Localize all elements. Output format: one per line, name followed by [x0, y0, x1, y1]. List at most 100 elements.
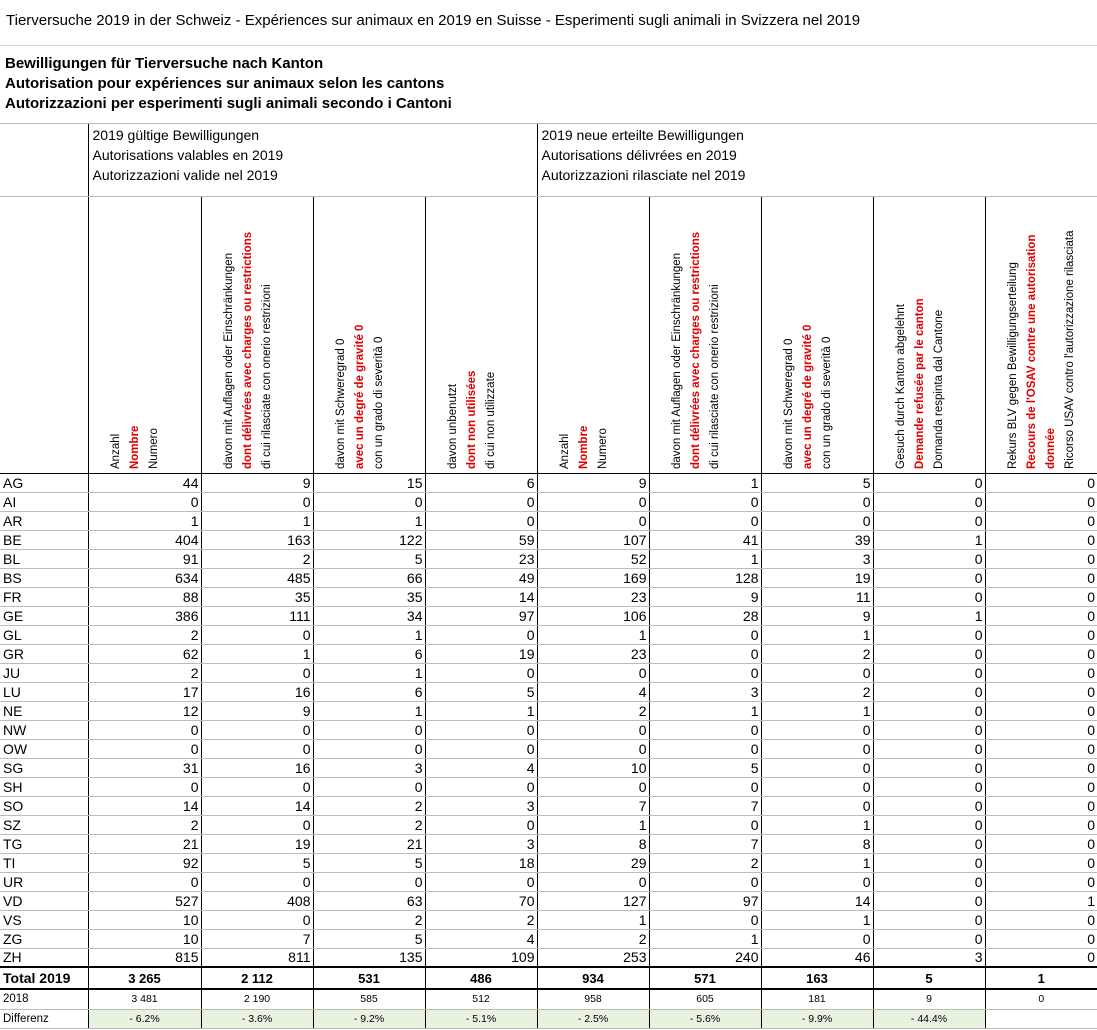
cell-value: 127 — [536, 891, 649, 911]
cell-value: 2 — [648, 853, 761, 873]
cell-value: 2 — [536, 929, 649, 949]
column-header-fr: dont délivrées avec charges ou restricti… — [241, 231, 254, 469]
cell-value: 1 — [536, 815, 649, 835]
cell-value: 91 — [87, 549, 201, 569]
cell-value: 16 — [200, 682, 313, 702]
cell-value: 0 — [872, 587, 985, 607]
cell-value: 4 — [424, 758, 537, 778]
table-row: BS 634 485 66 49 169 128 19 0 0 — [0, 568, 1097, 588]
cell-value: 0 — [200, 625, 313, 645]
cell-value: 1 — [984, 966, 1097, 990]
cell-value: 2 — [760, 682, 873, 702]
column-header-it: con un grado di severità 0 — [820, 336, 833, 469]
title-de: Bewilligungen für Tierversuche nach Kant… — [5, 55, 324, 72]
cell-value: 16 — [200, 758, 313, 778]
cell-value: 0 — [760, 511, 873, 531]
cell-value: 0 — [648, 492, 761, 512]
column-header-text: davon mit Auflagen oder Einschränkungen d… — [668, 231, 725, 468]
cell-value: 485 — [200, 568, 313, 588]
cell-value: 0 — [984, 815, 1097, 835]
difference-row: Differenz - 6.2% - 3.6% - 9.2% - 5.1% - 2.5% -… — [0, 1009, 1097, 1029]
cell-value: 1 — [760, 625, 873, 645]
table-row: BL 91 2 5 23 52 1 3 0 0 — [0, 549, 1097, 569]
cell-value: 0 — [536, 492, 649, 512]
table-row: VD 527 408 63 70 127 97 14 0 1 — [0, 891, 1097, 911]
cell-value: 0 — [984, 948, 1097, 968]
cell-value: 6 — [424, 473, 537, 493]
column-header-fr: dont non utilisées — [465, 370, 478, 469]
cell-value: 1 — [760, 815, 873, 835]
cell-value: 10 — [87, 910, 201, 930]
cell-value: 0 — [200, 910, 313, 930]
cell-value: 9 — [200, 701, 313, 721]
cell-value: 0 — [424, 720, 537, 740]
cell-value: 0 — [984, 568, 1097, 588]
title-it: Autorizzazioni per esperimenti sugli ani… — [5, 95, 452, 112]
cell-value: 92 — [87, 853, 201, 873]
cell-value: 3 — [424, 796, 537, 816]
cell-value: 0 — [872, 473, 985, 493]
table-row: OW 0 0 0 0 0 0 0 0 0 — [0, 739, 1097, 759]
cell-value: 111 — [200, 606, 313, 626]
cell-value: 585 — [312, 989, 425, 1010]
cell-value: 0 — [760, 663, 873, 683]
row-label: BL — [0, 549, 88, 569]
table-row: TG 21 19 21 3 8 7 8 0 0 — [0, 834, 1097, 854]
cell-value: - 3.6% — [200, 1009, 313, 1029]
cell-value: 3 481 — [87, 989, 201, 1010]
row-label: OW — [0, 739, 88, 759]
column-header-text: davon mit Schweregrad 0 avec un degré de … — [780, 324, 837, 468]
cell-value: - 5.1% — [424, 1009, 537, 1029]
cell-value: 0 — [200, 872, 313, 892]
table-title-block: Bewilligungen für Tierversuche nach Kant… — [0, 46, 1097, 124]
cell-value: 0 — [536, 872, 649, 892]
cell-value: 0 — [872, 815, 985, 835]
column-header-text: Gesuch durch Kanton abgelehnt Demande ref… — [892, 298, 949, 469]
cell-value: 8 — [536, 834, 649, 854]
cell-value: 634 — [87, 568, 201, 588]
cell-value: 4 — [536, 682, 649, 702]
cell-value: 0 — [200, 815, 313, 835]
cell-value: 3 — [872, 948, 985, 968]
row-label: ZH — [0, 948, 88, 968]
cell-value: 7 — [200, 929, 313, 949]
cell-value: 9 — [536, 473, 649, 493]
cell-value — [984, 1009, 1097, 1029]
cell-value: - 9.2% — [312, 1009, 425, 1029]
cell-value: 19 — [760, 568, 873, 588]
document-title: Tierversuche 2019 in der Schweiz - Expér… — [6, 12, 861, 29]
row-label: 2018 — [0, 989, 88, 1010]
cell-value: - 9.9% — [760, 1009, 873, 1029]
cell-value: 0 — [760, 720, 873, 740]
row-label: BE — [0, 530, 88, 550]
cell-value: 0 — [872, 739, 985, 759]
column-header-8: Gesuch durch Kanton abgelehnt Demande ref… — [872, 196, 985, 474]
cell-value: 18 — [424, 853, 537, 873]
table-row: JU 2 0 1 0 0 0 0 0 0 — [0, 663, 1097, 683]
cell-value: 1 — [760, 853, 873, 873]
column-header-fr: Nombre — [577, 425, 590, 469]
cell-value: 3 — [760, 549, 873, 569]
cell-value: 128 — [648, 568, 761, 588]
cell-value: 0 — [872, 568, 985, 588]
cell-value: 0 — [424, 815, 537, 835]
cell-value: 531 — [312, 966, 425, 990]
cell-value: 0 — [536, 720, 649, 740]
table-row: LU 17 16 6 5 4 3 2 0 0 — [0, 682, 1097, 702]
table-row: SZ 2 0 2 0 1 0 1 0 0 — [0, 815, 1097, 835]
column-header-9: Rekurs BLV gegen Bewilligungserteilung Re… — [984, 196, 1097, 474]
row-label: SG — [0, 758, 88, 778]
row-label: NE — [0, 701, 88, 721]
cell-value: 70 — [424, 891, 537, 911]
cell-value: 0 — [200, 777, 313, 797]
cell-value: 9 — [200, 473, 313, 493]
cell-value: 5 — [760, 473, 873, 493]
cell-value: 1 — [200, 644, 313, 664]
group-header-valid-it: Autorizzazioni valide nel 2019 — [92, 167, 278, 183]
cell-value: 9 — [872, 989, 985, 1010]
table-row: AG 44 9 15 6 9 1 5 0 0 — [0, 473, 1097, 493]
cell-value: 3 — [648, 682, 761, 702]
cell-value: 0 — [984, 989, 1097, 1010]
table-row: SO 14 14 2 3 7 7 0 0 0 — [0, 796, 1097, 816]
